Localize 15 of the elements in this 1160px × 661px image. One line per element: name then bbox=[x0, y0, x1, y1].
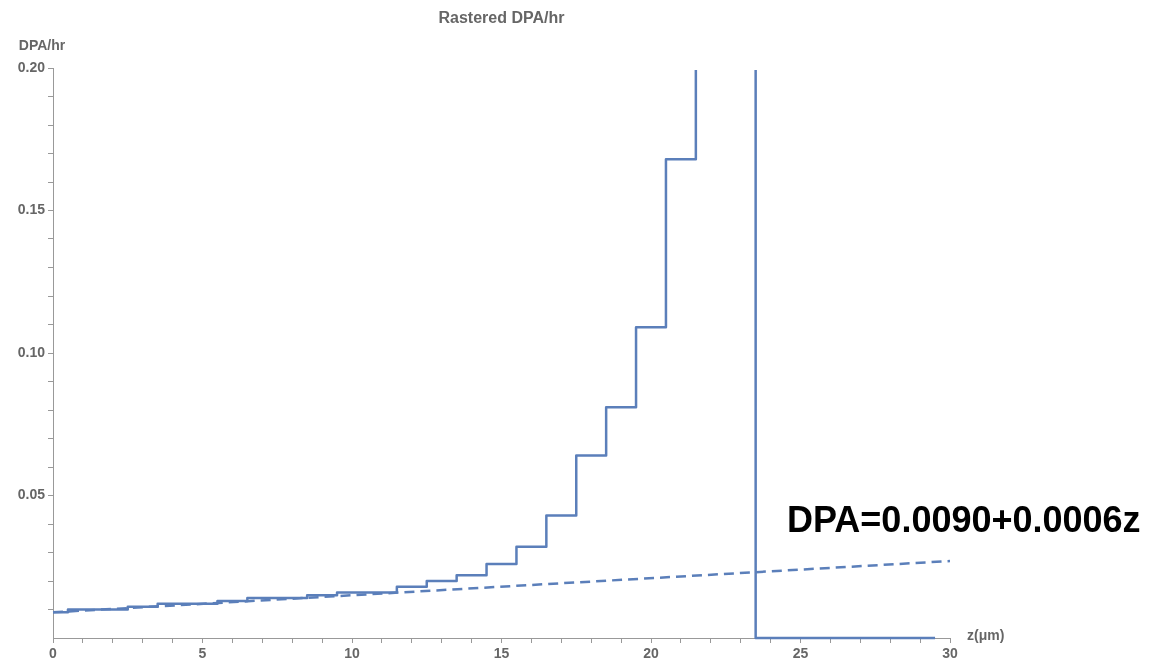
x-tick-label: 20 bbox=[643, 645, 659, 661]
x-tick-label: 0 bbox=[49, 645, 58, 661]
x-tick-label: 10 bbox=[344, 645, 360, 661]
x-tick-label: 5 bbox=[198, 645, 207, 661]
x-tick-label: 30 bbox=[942, 645, 958, 661]
annotation: DPA=0.0090+0.0006z bbox=[787, 499, 1141, 540]
y-tick-label: 0.15 bbox=[17, 201, 46, 218]
y-tick-label: 0.20 bbox=[17, 58, 46, 75]
y-tick-label: 0.05 bbox=[17, 486, 46, 503]
y-axis-title: DPA/hr bbox=[18, 37, 66, 53]
x-tick-label: 25 bbox=[792, 645, 809, 661]
y-tick-label: 0.10 bbox=[17, 343, 46, 360]
x-axis-title: z(μm) bbox=[967, 627, 1005, 643]
x-tick-label: 15 bbox=[493, 645, 510, 661]
chart-title: Rastered DPA/hr bbox=[438, 9, 565, 26]
